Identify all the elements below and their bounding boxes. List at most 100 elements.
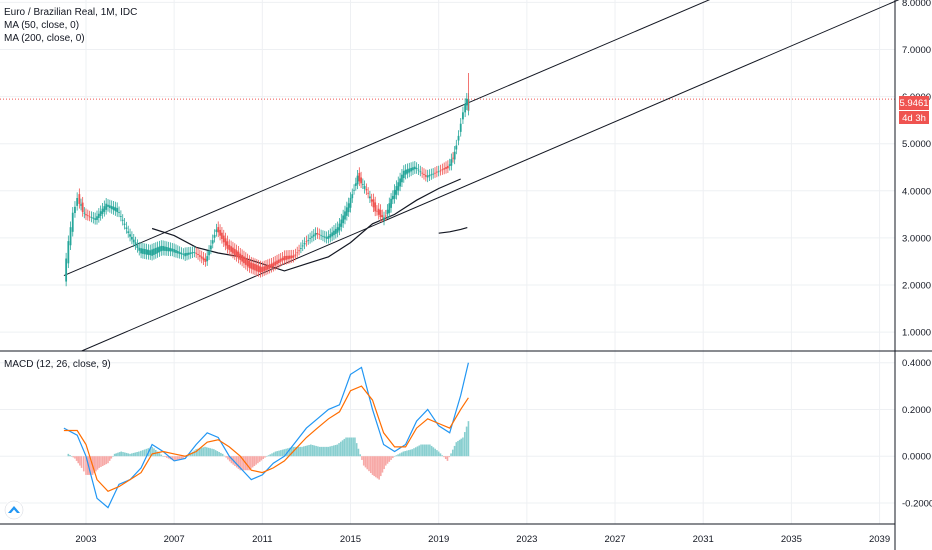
candle-body <box>169 248 172 252</box>
macd-legend[interactable]: MACD (12, 26, close, 9) <box>4 359 111 370</box>
macd-histogram-bar <box>332 445 335 457</box>
candle-body <box>421 172 424 174</box>
macd-histogram-bar <box>453 445 456 457</box>
candle-body <box>213 234 216 238</box>
time-axis[interactable]: 2003 2007 2011 2015 2019 2023 2027 2031 2035 2039 <box>75 534 890 545</box>
macd-histogram-bar <box>355 443 358 457</box>
candle-body <box>127 231 130 233</box>
candle-body <box>276 260 278 265</box>
candle-body <box>156 247 159 254</box>
candle-body <box>250 262 253 269</box>
macd-histogram-bar <box>329 446 332 457</box>
candle-body <box>129 234 131 237</box>
macd-histogram-bar <box>446 456 449 461</box>
macd-histogram-bar <box>285 448 287 457</box>
macd-histogram-bar <box>100 456 102 467</box>
macd-histogram-bar <box>322 446 324 457</box>
candle-body <box>80 204 82 206</box>
candle-body <box>402 170 405 179</box>
candle-body <box>154 247 157 255</box>
macd-histogram-bar <box>129 453 131 457</box>
candle-body <box>96 216 98 220</box>
macd-histogram-bar <box>375 456 377 478</box>
macd-histogram-bar <box>202 447 205 457</box>
macd-histogram-bar <box>158 453 161 457</box>
candle-body <box>303 242 306 245</box>
candle-body <box>110 206 113 210</box>
candle-body <box>180 252 183 255</box>
macd-histogram-bar <box>368 456 370 472</box>
candle-body <box>395 186 398 195</box>
candle-body <box>415 167 418 170</box>
macd-histogram-bar <box>315 445 317 457</box>
candle-body <box>243 256 245 264</box>
macd-histogram-bar <box>308 444 310 457</box>
macd-histogram <box>67 421 470 480</box>
candle-body <box>419 171 422 173</box>
candle-body <box>327 235 330 239</box>
tradingview-logo-icon[interactable] <box>4 500 24 520</box>
macd-histogram-bar <box>151 446 153 457</box>
candle-body <box>390 198 392 208</box>
candle-body <box>125 227 128 229</box>
macd-histogram-bar <box>123 452 126 457</box>
macd-histogram-bar <box>425 444 428 457</box>
macd-histogram-bar <box>458 439 461 457</box>
macd-histogram-bar <box>413 448 415 457</box>
macd-histogram-bar <box>264 456 266 458</box>
macd-histogram-bar <box>373 456 376 477</box>
candle-body <box>292 255 295 258</box>
symbol-title[interactable]: Euro / Brazilian Real, 1M, IDC <box>4 7 138 18</box>
candle-body <box>345 207 348 216</box>
candle-body <box>452 157 454 159</box>
price-axis[interactable]: 1.00002.00003.00004.00005.00006.00007.00… <box>902 0 932 509</box>
candle-body <box>232 247 234 254</box>
macd-histogram-bar <box>434 448 436 457</box>
macd-histogram-bar <box>127 453 130 457</box>
macd-histogram-bar <box>141 450 144 457</box>
candle-body <box>340 219 343 227</box>
macd-histogram-bar <box>427 444 429 457</box>
last-price-tag-bg <box>899 96 929 110</box>
macd-histogram-bar <box>101 456 104 467</box>
candle-body <box>246 259 249 267</box>
candle-body <box>165 247 168 252</box>
macd-histogram-bar <box>310 444 312 457</box>
candle-body <box>263 266 266 272</box>
candle-body <box>417 169 420 171</box>
macd-histogram-bar <box>166 456 168 458</box>
candle-body <box>379 209 382 218</box>
macd-histogram-bar <box>80 456 83 468</box>
macd-histogram-bar <box>237 456 240 469</box>
macd-histogram-bar <box>467 421 470 457</box>
macd-histogram-bar <box>393 456 396 457</box>
candle-body <box>118 212 120 213</box>
candle-body <box>76 198 79 206</box>
macd-histogram-bar <box>386 456 389 464</box>
channel-line <box>63 0 711 277</box>
macd-histogram-bar <box>294 446 296 457</box>
macd-histogram-bar <box>357 448 360 457</box>
macd-histogram-bar <box>262 456 265 460</box>
candle-body <box>450 159 453 166</box>
macd-histogram-bar <box>306 445 309 457</box>
macd-histogram-bar <box>120 451 123 457</box>
macd-histogram-bar <box>448 456 451 458</box>
macd-histogram-bar <box>74 456 76 459</box>
ma50-legend[interactable]: MA (50, close, 0) <box>4 20 80 31</box>
macd-histogram-bar <box>334 444 337 457</box>
candle-body <box>344 211 346 220</box>
macd-histogram-bar <box>70 456 73 457</box>
macd-histogram-bar <box>195 449 197 457</box>
candle-body <box>446 165 449 169</box>
macd-histogram-bar <box>271 453 273 457</box>
macd-histogram-bar <box>336 444 339 457</box>
ma200-legend[interactable]: MA (200, close, 0) <box>4 33 85 44</box>
macd-histogram-bar <box>457 441 459 457</box>
macd-histogram-bar <box>145 448 148 457</box>
candle-body <box>173 249 176 253</box>
macd-histogram-bar <box>280 450 282 457</box>
candle-body <box>182 253 185 255</box>
macd-histogram-bar <box>176 456 179 460</box>
